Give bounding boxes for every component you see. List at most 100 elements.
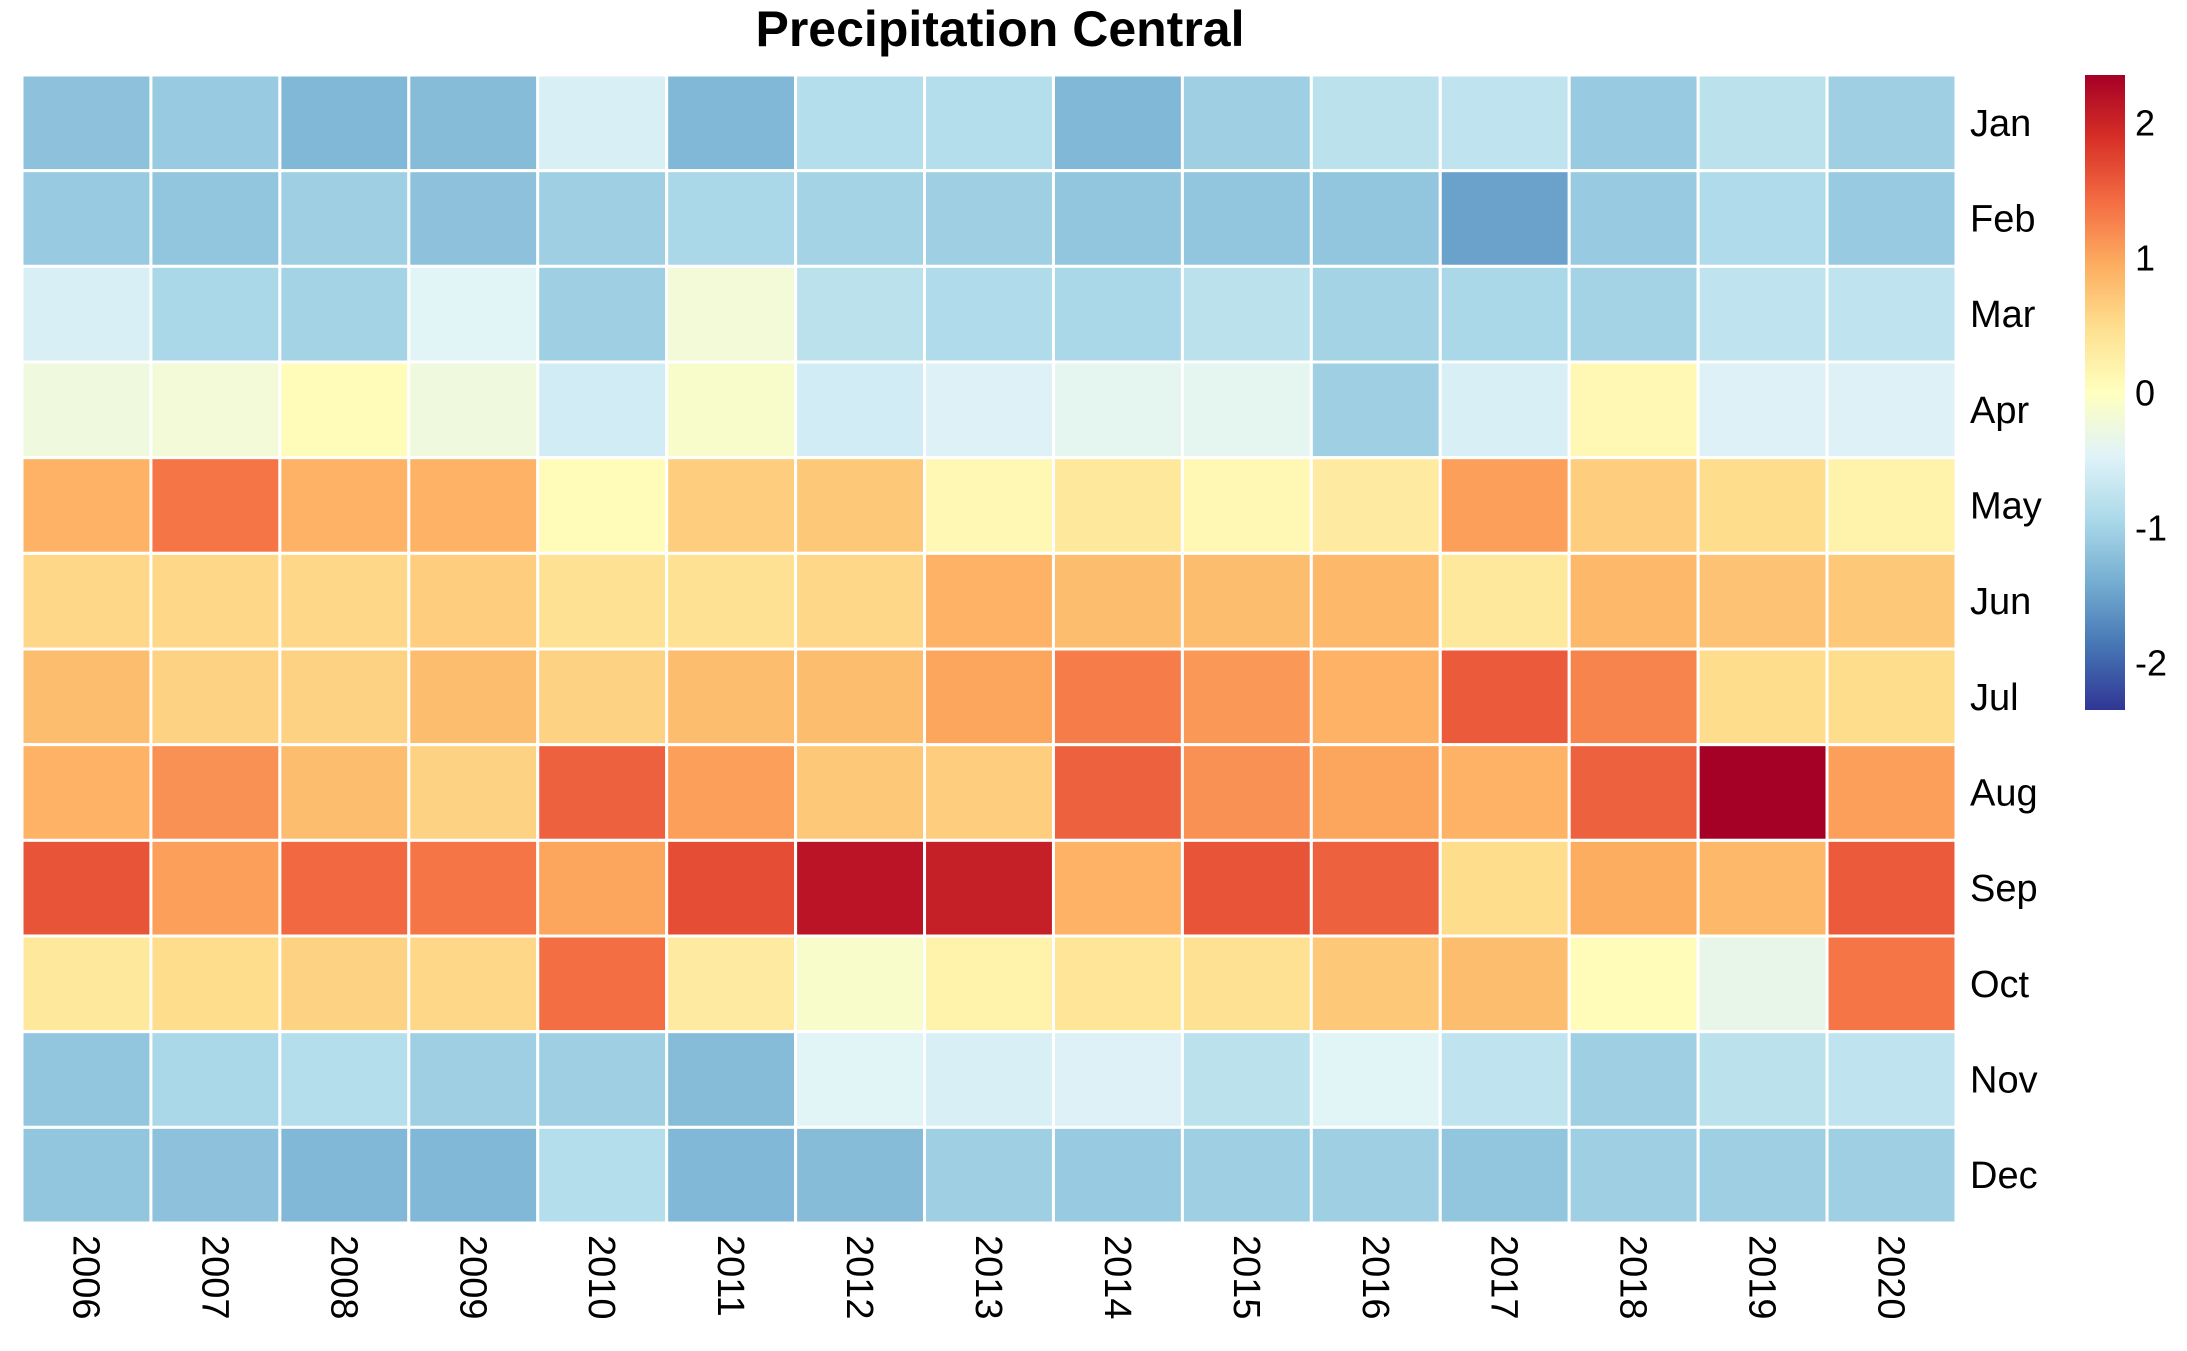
heatmap-cell-sep-2019 [1696,838,1829,938]
heatmap-cell-feb-2018 [1567,169,1700,268]
heatmap-cell-feb-2019 [1696,169,1829,268]
heatmap-cell-jan-2018 [1567,73,1700,173]
heatmap-cell-feb-2006 [20,169,153,268]
heatmap-cell-jun-2009 [407,551,540,651]
heatmap-cell-jul-2011 [665,647,798,747]
heatmap-cell-jun-2018 [1567,551,1700,651]
heatmap-cell-jan-2008 [278,73,411,173]
heatmap-cell-oct-2019 [1696,934,1829,1034]
heatmap-cell-jan-2007 [149,73,282,173]
heatmap-cell-mar-2008 [278,264,411,364]
legend-tick-label: 1 [2135,237,2155,278]
legend-tick-label: -2 [2135,643,2167,684]
heatmap-cell-nov-2012 [794,1030,927,1129]
heatmap-cell-may-2016 [1309,456,1442,555]
heatmap-cell-oct-2008 [278,934,411,1034]
heatmap-cell-mar-2010 [536,264,669,364]
row-label-aug: Aug [1970,773,2038,815]
heatmap-cell-jan-2019 [1696,73,1829,173]
heatmap-cell-feb-2014 [1051,169,1184,268]
heatmap-cell-oct-2016 [1309,934,1442,1034]
heatmap-cell-apr-2012 [794,360,927,460]
heatmap-cell-jan-2010 [536,73,669,173]
heatmap-cell-aug-2006 [20,743,153,842]
heatmap-cell-oct-2013 [923,934,1055,1034]
heatmap-cell-oct-2006 [20,934,153,1034]
heatmap-cell-apr-2014 [1051,360,1184,460]
heatmap-cell-nov-2020 [1825,1030,1958,1129]
heatmap-cell-jul-2006 [20,647,153,747]
column-label-2016: 2016 [1354,1235,1396,1320]
heatmap-cell-jun-2006 [20,551,153,651]
heatmap-cell-may-2015 [1180,456,1313,555]
column-label-2019: 2019 [1741,1235,1783,1320]
heatmap-cell-dec-2016 [1309,1125,1442,1225]
heatmap-cell-jun-2012 [794,551,927,651]
legend-tick-label: 0 [2135,373,2155,414]
heatmap-cell-nov-2010 [536,1030,669,1129]
row-label-sep: Sep [1970,868,2038,910]
heatmap-cell-oct-2017 [1438,934,1571,1034]
column-label-2018: 2018 [1612,1235,1654,1320]
heatmap-cell-dec-2007 [149,1125,282,1225]
heatmap-cell-dec-2012 [794,1125,927,1225]
column-label-2020: 2020 [1870,1235,1912,1320]
row-label-mar: Mar [1970,294,2036,336]
heatmap-cell-mar-2014 [1051,264,1184,364]
column-label-2008: 2008 [322,1235,364,1320]
heatmap-cell-apr-2017 [1438,360,1571,460]
heatmap-cell-aug-2015 [1180,743,1313,842]
heatmap-cell-nov-2006 [20,1030,153,1129]
heatmap-cell-sep-2006 [20,838,153,938]
heatmap-cell-apr-2007 [149,360,282,460]
heatmap-cell-dec-2009 [407,1125,540,1225]
heatmap-cell-may-2008 [278,456,411,555]
heatmap-cell-nov-2013 [923,1030,1055,1129]
heatmap-cell-aug-2014 [1051,743,1184,842]
column-label-2014: 2014 [1096,1235,1138,1320]
heatmap-cell-jun-2015 [1180,551,1313,651]
row-label-feb: Feb [1970,199,2035,241]
row-label-nov: Nov [1970,1060,2038,1102]
column-label-2009: 2009 [451,1235,493,1320]
heatmap-cell-dec-2017 [1438,1125,1571,1225]
heatmap-cell-sep-2020 [1825,838,1958,938]
heatmap-cell-nov-2015 [1180,1030,1313,1129]
legend-ticks: -2 -1 0 1 2 [2135,102,2167,683]
heatmap-cell-nov-2014 [1051,1030,1184,1129]
heatmap-cell-mar-2016 [1309,264,1442,364]
heatmap-cell-jan-2009 [407,73,540,173]
heatmap-cell-aug-2020 [1825,743,1958,842]
column-label-2010: 2010 [580,1235,622,1320]
heatmap-cell-feb-2010 [536,169,669,268]
legend-tick-label: -1 [2135,508,2167,549]
heatmap-cell-oct-2007 [149,934,282,1034]
heatmap-cell-jun-2008 [278,551,411,651]
column-label-2017: 2017 [1483,1235,1525,1320]
row-label-apr: Apr [1970,390,2029,432]
heatmap-cell-dec-2013 [923,1125,1055,1225]
column-label-2007: 2007 [193,1235,235,1320]
heatmap-cell-oct-2012 [794,934,927,1034]
heatmap-cell-mar-2007 [149,264,282,364]
heatmap-cell-sep-2018 [1567,838,1700,938]
heatmap-cells [20,73,1958,1225]
heatmap-cell-jul-2016 [1309,647,1442,747]
heatmap-cell-jul-2014 [1051,647,1184,747]
heatmap-cell-oct-2009 [407,934,540,1034]
column-label-2012: 2012 [838,1235,880,1320]
heatmap-cell-apr-2020 [1825,360,1958,460]
heatmap-cell-apr-2013 [923,360,1055,460]
heatmap-cell-may-2013 [923,456,1055,555]
heatmap-cell-sep-2017 [1438,838,1571,938]
heatmap-cell-sep-2014 [1051,838,1184,938]
heatmap-cell-may-2020 [1825,456,1958,555]
heatmap-cell-jan-2006 [20,73,153,173]
row-label-oct: Oct [1970,964,2030,1006]
chart-title: Precipitation Central [756,1,1245,57]
heatmap-cell-apr-2008 [278,360,411,460]
heatmap-cell-aug-2009 [407,743,540,842]
row-labels: Jan Feb Mar Apr May Jun Jul Aug Sep Oct Nov Dec [1970,103,2042,1197]
heatmap-cell-apr-2006 [20,360,153,460]
